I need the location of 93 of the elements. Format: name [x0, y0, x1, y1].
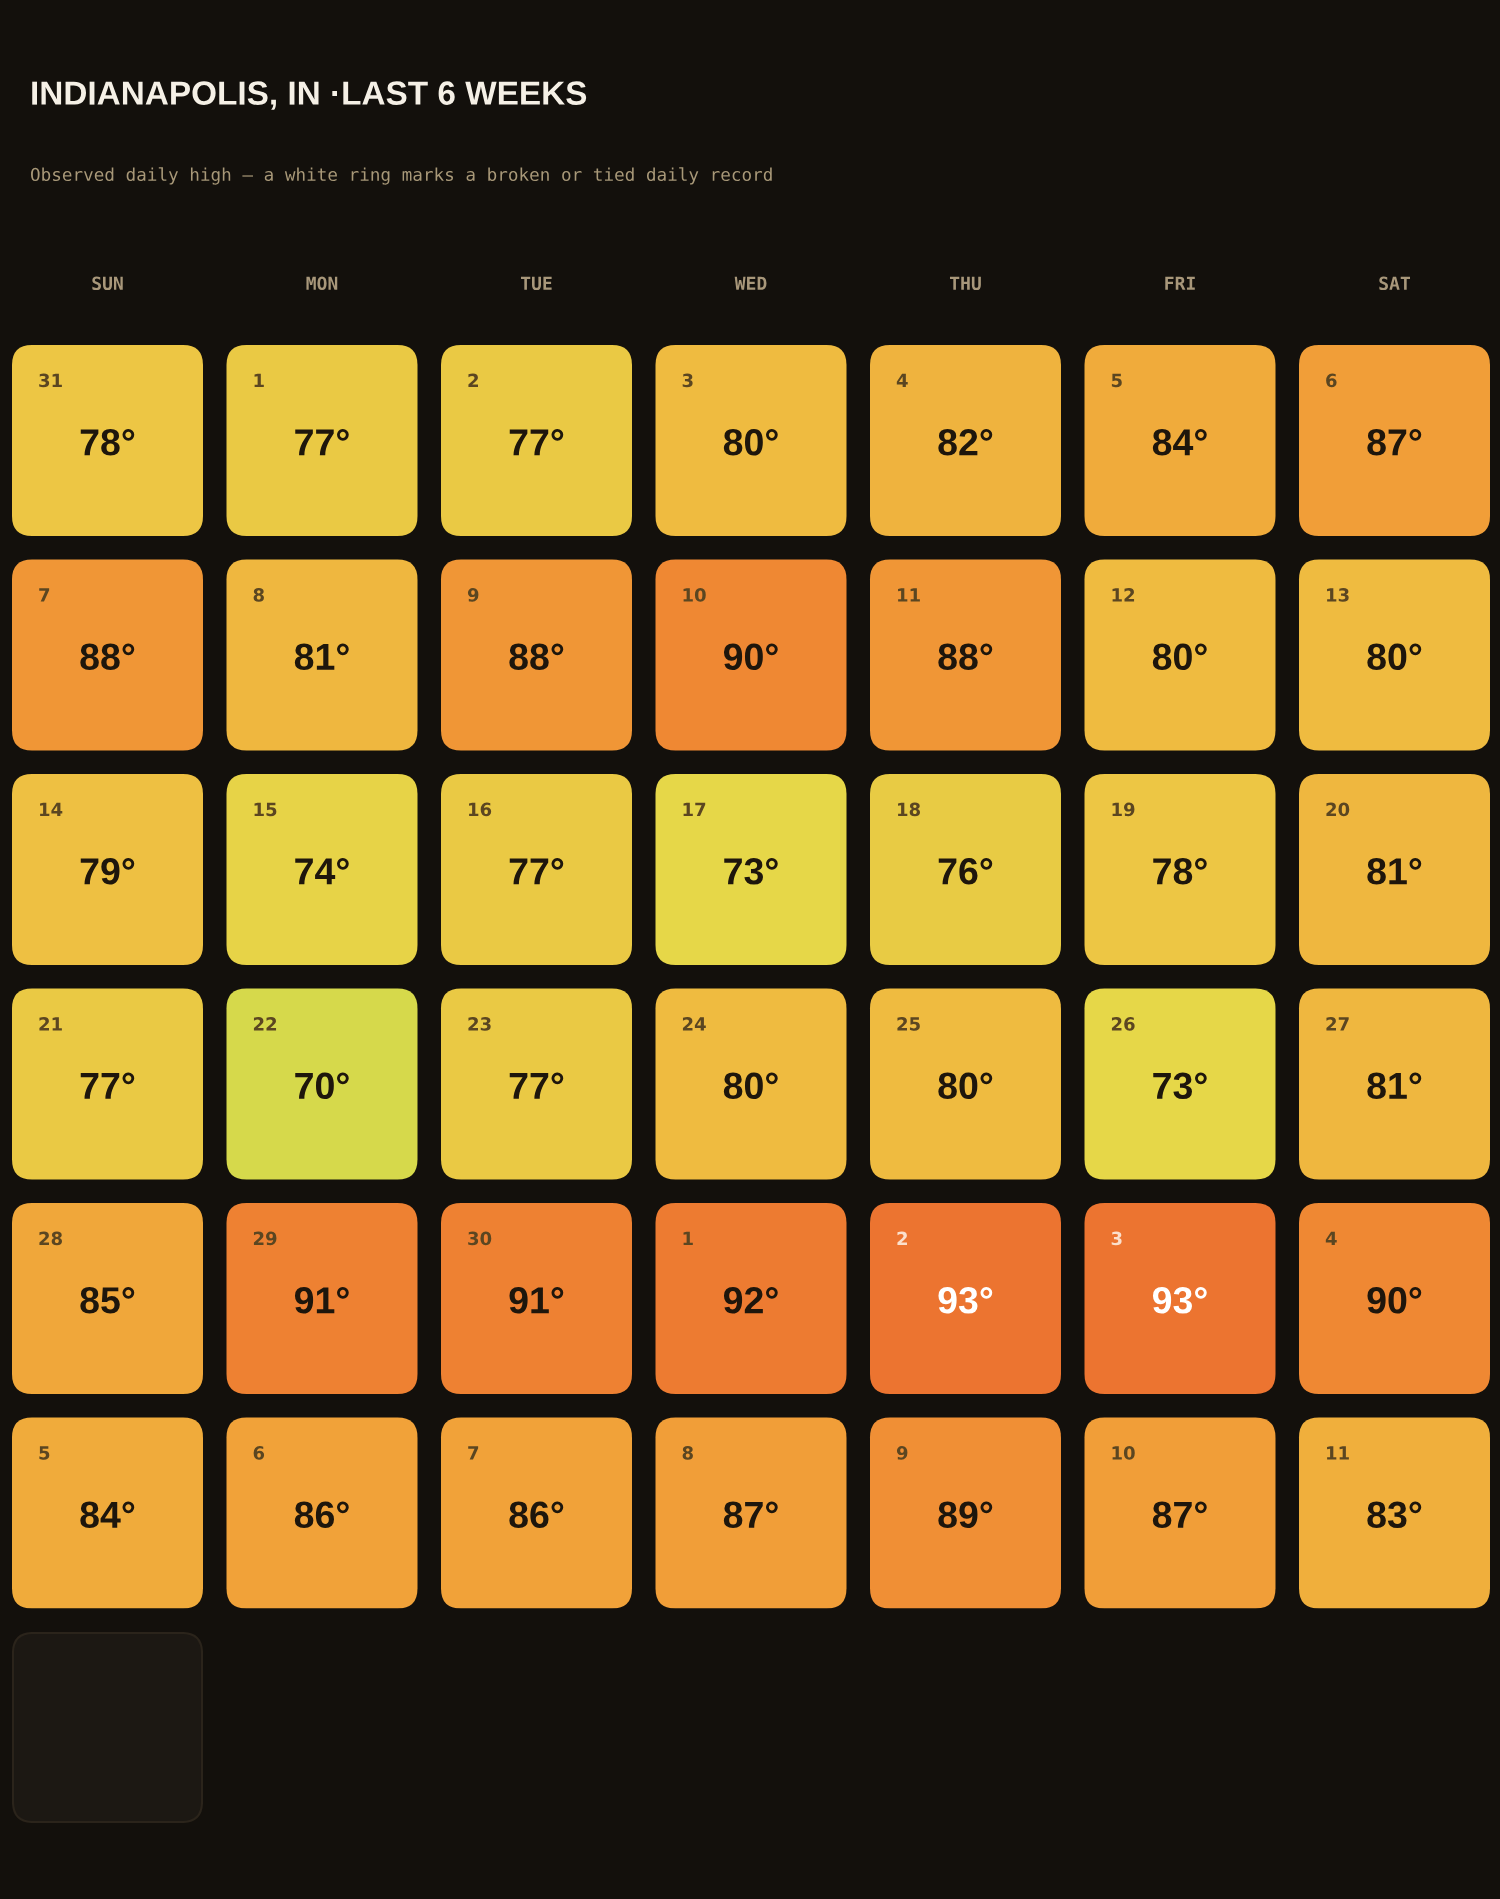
data-label: 87° — [1152, 1501, 1207, 1529]
data-label: 77° — [80, 1072, 135, 1099]
annotation: 28 — [39, 1231, 63, 1246]
data-label: 86° — [509, 1501, 564, 1529]
annotation: 23 — [468, 1017, 491, 1031]
annotation: 9 — [467, 588, 479, 602]
annotation: 31 — [39, 373, 62, 388]
data-label: 77° — [295, 429, 349, 456]
data-label: 79° — [80, 858, 135, 885]
annotation: 12 — [1112, 588, 1135, 602]
annotation: 19 — [1112, 802, 1135, 817]
data-label: 80° — [723, 1072, 778, 1100]
annotation: 4 — [1325, 1231, 1337, 1245]
data-label: 77° — [509, 858, 564, 885]
data-label: 76° — [938, 858, 993, 885]
data-label: 91° — [294, 1287, 349, 1314]
annotation: 22 — [253, 1017, 277, 1031]
annotation: 6 — [1326, 373, 1337, 388]
annotation: 24 — [682, 1017, 706, 1031]
data-label: 88° — [938, 643, 993, 671]
x-tick-label: THU — [949, 276, 981, 291]
data-label: 90° — [723, 643, 778, 671]
annotation: 7 — [468, 1446, 479, 1460]
annotation: 10 — [1112, 1446, 1135, 1460]
annotation: 17 — [683, 802, 706, 816]
annotation: 16 — [469, 802, 492, 817]
annotation: 27 — [1326, 1017, 1349, 1031]
data-label: 80° — [1367, 643, 1422, 671]
annotation: 9 — [896, 1446, 908, 1460]
data-label: 84° — [80, 1501, 135, 1529]
data-label: 84° — [1152, 429, 1207, 456]
annotation: 29 — [253, 1231, 277, 1246]
annotation: 3 — [1111, 1231, 1122, 1246]
data-label: 90° — [1367, 1287, 1422, 1314]
annotation: 2 — [897, 1231, 907, 1245]
annotation: 10 — [683, 588, 706, 602]
annotation: 30 — [468, 1231, 492, 1246]
data-label: 80° — [938, 1072, 993, 1100]
data-label: 88° — [509, 643, 564, 671]
annotation: 5 — [1111, 373, 1122, 388]
x-tick-label: WED — [734, 276, 767, 290]
data-label: 82° — [938, 429, 993, 456]
data-label: 73° — [1153, 1072, 1207, 1100]
data-label: 77° — [509, 429, 564, 456]
annotation: 5 — [39, 1446, 50, 1460]
data-label: 89° — [938, 1501, 993, 1529]
data-label: 93° — [1152, 1287, 1207, 1314]
data-label: 80° — [1152, 643, 1207, 671]
data-label: 78° — [80, 429, 135, 456]
annotation: 2 — [468, 373, 478, 387]
x-tick-label: FRI — [1165, 276, 1195, 290]
annotation: 11 — [1327, 1446, 1349, 1460]
annotation: 3 — [682, 373, 693, 388]
x-tick-label: TUE — [520, 276, 552, 291]
annotation: 8 — [253, 588, 264, 602]
annotation: 13 — [1327, 588, 1349, 602]
annotation: 7 — [39, 588, 50, 602]
data-label: 86° — [294, 1501, 349, 1529]
annotation: 21 — [39, 1017, 62, 1031]
data-label: 77° — [509, 1072, 564, 1099]
data-label: 87° — [723, 1501, 778, 1529]
annotation: 25 — [897, 1017, 920, 1031]
data-label: 87° — [1367, 429, 1422, 456]
data-label: 74° — [295, 858, 349, 885]
data-label: 93° — [938, 1287, 993, 1314]
annotation: 18 — [898, 802, 921, 817]
chart-subtitle: Observed daily high — a white ring marks a broken or tied daily record — [31, 167, 772, 185]
data-label: 88° — [80, 643, 135, 671]
annotation: 14 — [40, 802, 63, 816]
annotation: 20 — [1326, 802, 1350, 817]
data-label: 73° — [724, 858, 778, 885]
data-label: 91° — [509, 1287, 564, 1314]
data-label: 92° — [723, 1287, 778, 1314]
x-tick-label: MON — [306, 276, 338, 291]
data-label: 85° — [80, 1287, 135, 1314]
x-tick-label: SAT — [1379, 276, 1411, 291]
x-tick-label: SUN — [92, 276, 123, 291]
data-label: 70° — [295, 1072, 349, 1100]
data-label: 81° — [1367, 858, 1422, 885]
annotation: 1 — [254, 373, 264, 387]
data-label: 78° — [1153, 858, 1207, 885]
data-label: 83° — [1367, 1501, 1422, 1529]
data-label: 81° — [294, 643, 349, 671]
annotation: 11 — [898, 588, 920, 602]
annotation: 1 — [683, 1231, 693, 1245]
annotation: 26 — [1111, 1017, 1135, 1031]
data-label: 81° — [1367, 1072, 1422, 1100]
chart-title: INDIANAPOLIS, IN ·LAST 6 WEEKS — [32, 81, 587, 110]
annotation: 15 — [254, 802, 277, 817]
annotation: 8 — [682, 1446, 693, 1460]
annotation: 4 — [896, 373, 908, 387]
data-label: 80° — [723, 429, 778, 456]
annotation: 6 — [253, 1446, 265, 1460]
